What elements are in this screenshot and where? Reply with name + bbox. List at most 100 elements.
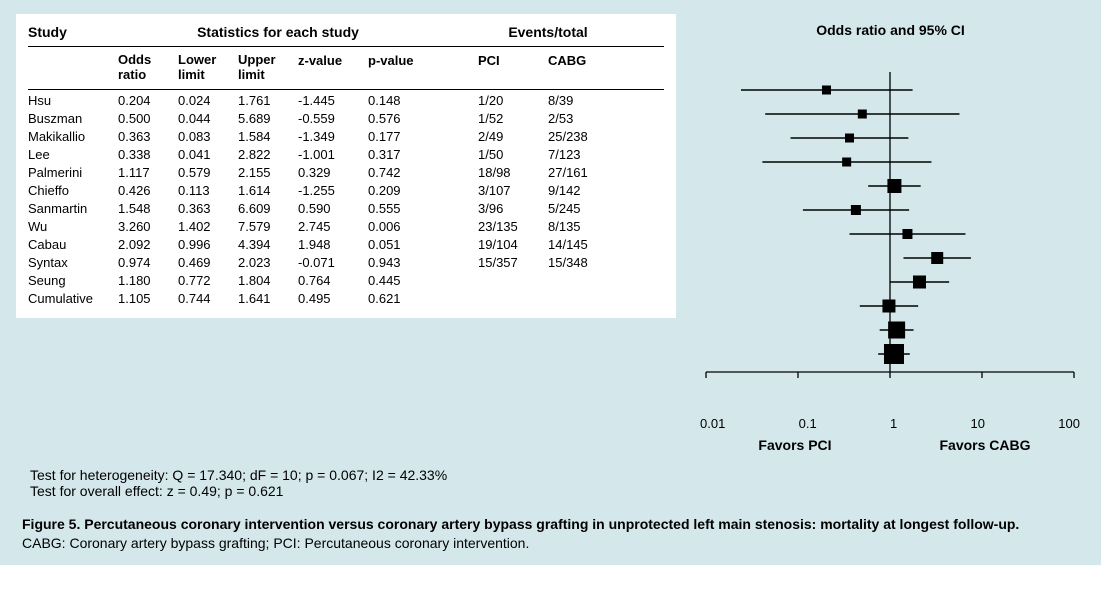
table-cell: 8/135	[548, 219, 618, 234]
table-cell: 15/357	[478, 255, 548, 270]
table-row: Lee0.3380.0412.822-1.0010.3171/507/123	[28, 144, 664, 162]
hdr-upper-limit: Upperlimit	[238, 53, 298, 83]
table-header-row2: Oddsratio Lowerlimit Upperlimit z-value …	[28, 47, 664, 90]
hdr-study: Study	[28, 24, 118, 40]
test-overall-effect: Test for overall effect: z = 0.49; p = 0…	[30, 483, 1085, 499]
table-cell: 8/39	[548, 93, 618, 108]
x-tick-label: 0.1	[799, 416, 817, 431]
table-cell: 5/245	[548, 201, 618, 216]
table-cell: 0.209	[368, 183, 438, 198]
table-cell: 3/96	[478, 201, 548, 216]
forest-x-axis-labels: 0.010.1110100	[700, 414, 1080, 431]
table-cell: 18/98	[478, 165, 548, 180]
table-cell: Palmerini	[28, 165, 118, 180]
table-cell: Sanmartin	[28, 201, 118, 216]
forest-plot-title: Odds ratio and 95% CI	[696, 14, 1085, 54]
table-cell: 0.363	[178, 201, 238, 216]
table-cell: 1.804	[238, 273, 298, 288]
table-row: Seung1.1800.7721.8040.7640.445	[28, 270, 664, 288]
table-body: Hsu0.2040.0241.761-1.4450.1481/208/39Bus…	[28, 90, 664, 306]
table-row: Cumulative1.1050.7441.6410.4950.621	[28, 288, 664, 306]
table-cell	[438, 255, 478, 270]
table-cell	[478, 273, 548, 288]
table-cell: Cumulative	[28, 291, 118, 306]
table-cell: 2/53	[548, 111, 618, 126]
hdr-lower-limit: Lowerlimit	[178, 53, 238, 83]
table-cell: 3.260	[118, 219, 178, 234]
table-cell: 0.051	[368, 237, 438, 252]
table-cell: -1.001	[298, 147, 368, 162]
table-cell: 25/238	[548, 129, 618, 144]
table-cell: -1.349	[298, 129, 368, 144]
table-cell: 0.495	[298, 291, 368, 306]
table-cell: 15/348	[548, 255, 618, 270]
table-header-row1: Study Statistics for each study Events/t…	[28, 24, 664, 47]
table-row: Chieffo0.4260.1131.614-1.2550.2093/1079/…	[28, 180, 664, 198]
hdr-cabg: CABG	[548, 53, 618, 83]
hdr-stats-group: Statistics for each study	[118, 24, 438, 40]
table-cell: 2.822	[238, 147, 298, 162]
table-cell: 1.117	[118, 165, 178, 180]
table-cell: 1.105	[118, 291, 178, 306]
table-cell	[478, 291, 548, 306]
table-cell	[438, 273, 478, 288]
table-cell	[438, 165, 478, 180]
table-cell	[438, 219, 478, 234]
table-row: Cabau2.0920.9964.3941.9480.05119/10414/1…	[28, 234, 664, 252]
x-tick-label: 10	[971, 416, 985, 431]
table-cell: 0.113	[178, 183, 238, 198]
table-cell: 0.044	[178, 111, 238, 126]
stats-table: Study Statistics for each study Events/t…	[16, 14, 676, 318]
hdr-pci: PCI	[478, 53, 548, 83]
top-row: Study Statistics for each study Events/t…	[16, 14, 1085, 453]
table-cell: 6.609	[238, 201, 298, 216]
table-cell	[438, 147, 478, 162]
table-cell: 0.500	[118, 111, 178, 126]
heterogeneity-tests: Test for heterogeneity: Q = 17.340; dF =…	[16, 453, 1085, 507]
table-cell: 0.744	[178, 291, 238, 306]
table-cell	[438, 93, 478, 108]
table-row: Wu3.2601.4027.5792.7450.00623/1358/135	[28, 216, 664, 234]
table-cell: 0.041	[178, 147, 238, 162]
table-cell: 0.329	[298, 165, 368, 180]
table-cell: Lee	[28, 147, 118, 162]
table-cell: 2.023	[238, 255, 298, 270]
table-cell: 1.761	[238, 93, 298, 108]
hdr-p-value: p-value	[368, 53, 438, 83]
table-cell: 4.394	[238, 237, 298, 252]
table-cell: 1.641	[238, 291, 298, 306]
table-cell: 0.996	[178, 237, 238, 252]
favor-labels: Favors PCI Favors CABG	[700, 431, 1080, 453]
table-cell	[438, 129, 478, 144]
caption-definitions: CABG: Coronary artery bypass grafting; P…	[22, 534, 1085, 553]
table-cell: 0.943	[368, 255, 438, 270]
x-tick-label: 1	[890, 416, 897, 431]
table-cell: 5.689	[238, 111, 298, 126]
forest-plot-panel: Odds ratio and 95% CI 0.010.1110100 Favo…	[696, 14, 1085, 453]
table-cell: 7.579	[238, 219, 298, 234]
table-cell: 1.180	[118, 273, 178, 288]
table-cell: 1/20	[478, 93, 548, 108]
table-cell: 2.092	[118, 237, 178, 252]
table-cell: Buszman	[28, 111, 118, 126]
figure-container: Study Statistics for each study Events/t…	[0, 0, 1101, 565]
table-cell: 1/52	[478, 111, 548, 126]
table-row: Hsu0.2040.0241.761-1.4450.1481/208/39	[28, 90, 664, 108]
table-cell: 1/50	[478, 147, 548, 162]
table-cell: Chieffo	[28, 183, 118, 198]
table-cell	[438, 111, 478, 126]
table-cell: 0.148	[368, 93, 438, 108]
table-cell	[438, 201, 478, 216]
table-cell: 0.742	[368, 165, 438, 180]
table-cell: 0.974	[118, 255, 178, 270]
favor-right: Favors CABG	[890, 437, 1080, 453]
table-cell: 3/107	[478, 183, 548, 198]
forest-plot-area	[700, 54, 1080, 414]
forest-plot-svg	[700, 54, 1080, 414]
table-cell: 0.445	[368, 273, 438, 288]
table-cell: 0.579	[178, 165, 238, 180]
table-cell: 7/123	[548, 147, 618, 162]
hdr-events-group: Events/total	[478, 24, 618, 40]
table-cell: 1.614	[238, 183, 298, 198]
table-cell: 0.363	[118, 129, 178, 144]
